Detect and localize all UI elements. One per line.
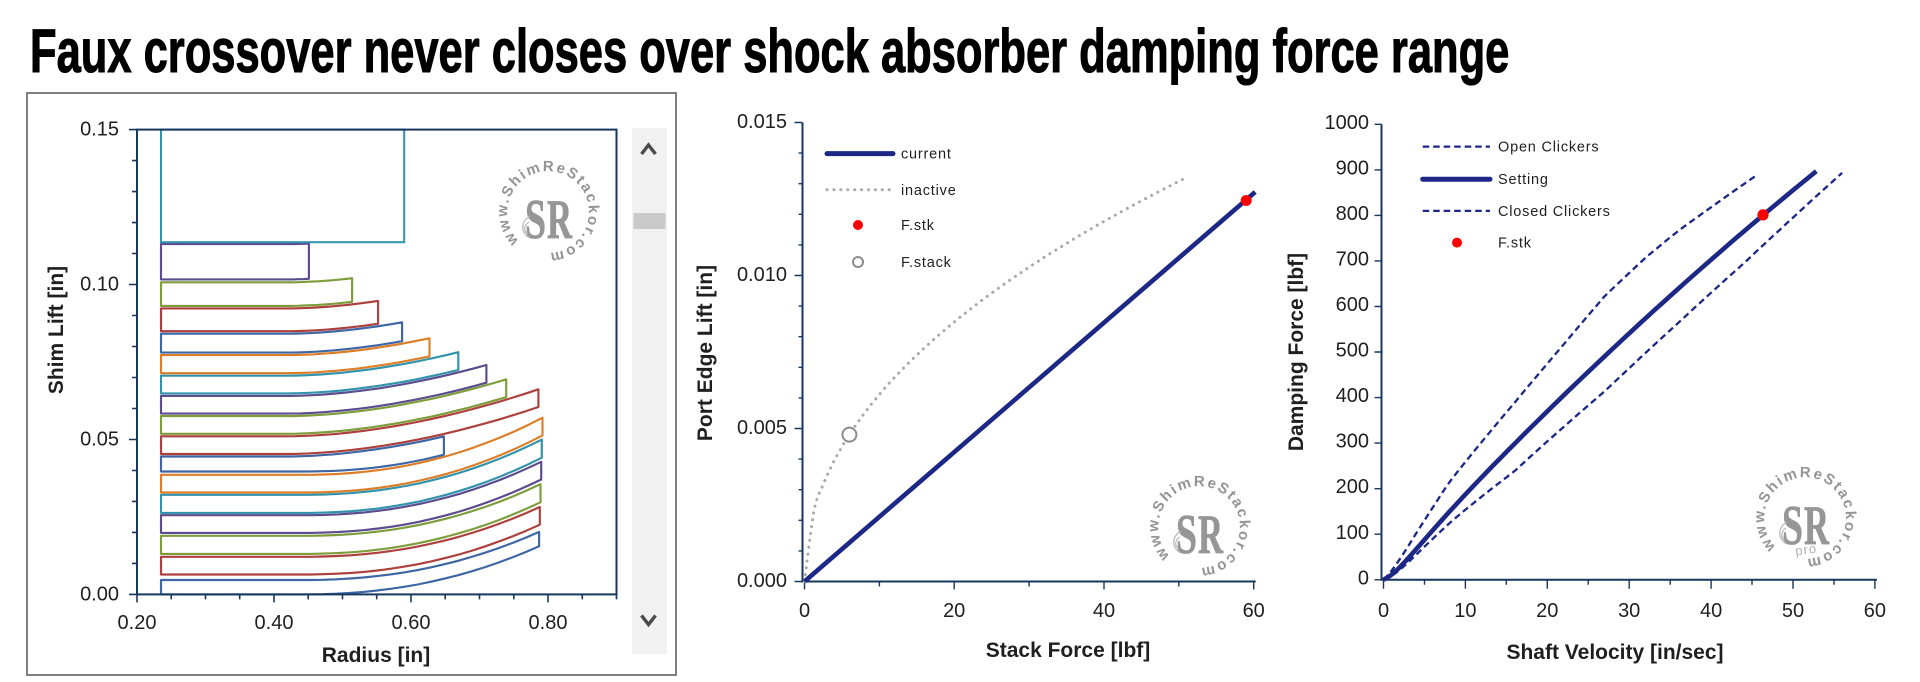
svg-text:Open Clickers: Open Clickers (1498, 140, 1599, 156)
svg-text:60: 60 (1864, 600, 1886, 622)
svg-text:0: 0 (1378, 600, 1389, 622)
svg-text:20: 20 (943, 600, 965, 622)
svg-text:0.60: 0.60 (392, 612, 431, 634)
svg-text:10: 10 (1454, 600, 1476, 622)
svg-text:0.015: 0.015 (737, 111, 787, 133)
svg-text:900: 900 (1336, 157, 1369, 179)
svg-text:0.00: 0.00 (80, 583, 119, 605)
svg-text:0.10: 0.10 (80, 274, 119, 296)
svg-text:30: 30 (1618, 600, 1640, 622)
svg-text:Port Edge Lift [in]: Port Edge Lift [in] (694, 265, 717, 441)
svg-text:Stack Force [lbf]: Stack Force [lbf] (986, 639, 1151, 662)
svg-text:0.80: 0.80 (529, 612, 568, 634)
svg-text:0: 0 (1358, 567, 1369, 589)
svg-text:600: 600 (1336, 294, 1369, 316)
svg-text:50: 50 (1782, 600, 1804, 622)
svg-text:Closed Clickers: Closed Clickers (1498, 204, 1611, 220)
svg-text:0.010: 0.010 (737, 264, 787, 286)
svg-text:0: 0 (799, 600, 810, 622)
svg-text:F.stack: F.stack (901, 255, 952, 271)
svg-text:0.05: 0.05 (80, 429, 119, 451)
svg-text:0.000: 0.000 (737, 570, 787, 592)
svg-text:60: 60 (1243, 600, 1265, 622)
svg-text:F.stk: F.stk (1498, 236, 1532, 252)
svg-text:0.005: 0.005 (737, 417, 787, 439)
svg-text:300: 300 (1336, 431, 1369, 453)
svg-text:Radius [in]: Radius [in] (322, 644, 431, 667)
svg-text:F.stk: F.stk (901, 218, 935, 234)
svg-text:700: 700 (1336, 248, 1369, 270)
svg-text:40: 40 (1700, 600, 1722, 622)
svg-text:inactive: inactive (901, 183, 957, 199)
svg-text:0.15: 0.15 (80, 119, 119, 141)
svg-text:pro: pro (1794, 541, 1818, 559)
svg-text:Setting: Setting (1498, 172, 1549, 188)
svg-text:Shim Lift [in]: Shim Lift [in] (45, 266, 68, 394)
svg-text:200: 200 (1336, 476, 1369, 498)
svg-text:Damping Force [lbf]: Damping Force [lbf] (1285, 253, 1308, 451)
svg-text:100: 100 (1336, 522, 1369, 544)
svg-text:0.20: 0.20 (118, 612, 157, 634)
svg-text:800: 800 (1336, 203, 1369, 225)
svg-text:Shaft Velocity [in/sec]: Shaft Velocity [in/sec] (1506, 641, 1723, 664)
svg-text:400: 400 (1336, 385, 1369, 407)
svg-text:1000: 1000 (1325, 112, 1370, 134)
svg-text:500: 500 (1336, 340, 1369, 362)
svg-text:0.40: 0.40 (255, 612, 294, 634)
svg-text:20: 20 (1536, 600, 1558, 622)
svg-text:40: 40 (1093, 600, 1115, 622)
svg-text:current: current (901, 147, 952, 163)
